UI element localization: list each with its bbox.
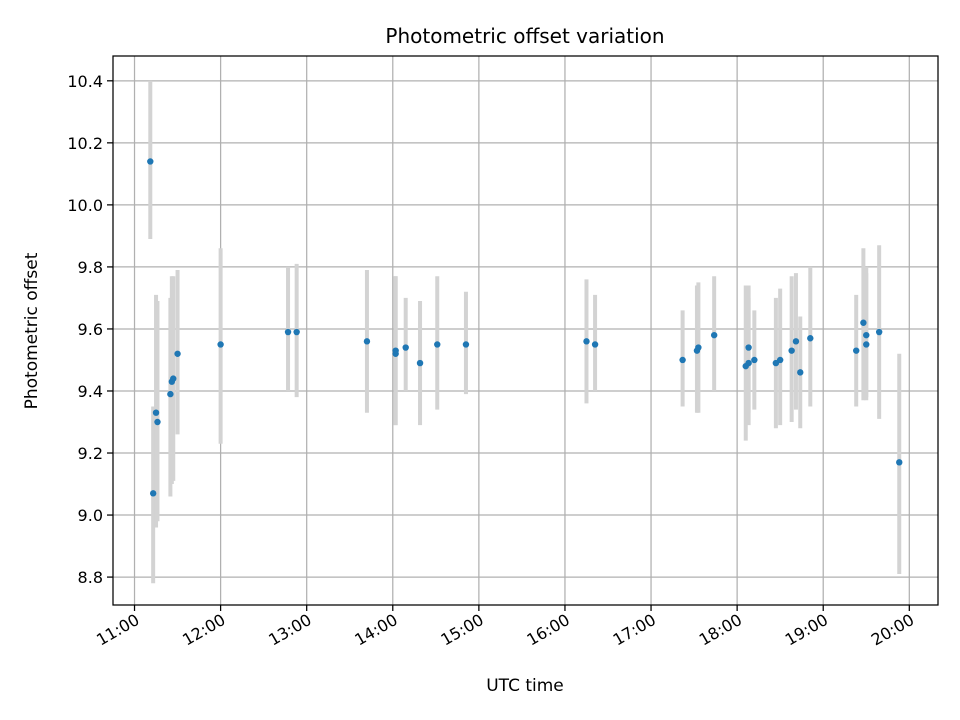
data-point xyxy=(363,338,371,345)
y-tick-label: 10.4 xyxy=(67,72,103,91)
data-point xyxy=(679,356,686,364)
data-point xyxy=(860,319,867,326)
data-point xyxy=(745,344,752,351)
y-tick-label: 9.0 xyxy=(78,506,103,525)
data-point xyxy=(792,338,800,345)
data-point xyxy=(416,359,424,367)
data-point xyxy=(807,335,814,342)
x-axis-title: UTC time xyxy=(486,676,564,696)
data-point xyxy=(152,409,160,416)
data-point xyxy=(710,331,718,339)
data-point xyxy=(745,359,752,367)
data-point xyxy=(149,490,157,497)
y-tick-label: 9.6 xyxy=(78,320,103,339)
data-point xyxy=(434,341,441,348)
data-point xyxy=(462,341,470,348)
y-axis-title: Photometric offset xyxy=(22,252,42,409)
y-axis: 8.8 9.0 9.2 9.4 9.6 9.8 10.0 10.2 10.4 xyxy=(67,72,113,587)
y-tick-label: 10.0 xyxy=(67,196,103,215)
data-point xyxy=(392,347,399,354)
data-point xyxy=(174,350,181,357)
data-point xyxy=(217,341,224,348)
data-point xyxy=(797,369,804,376)
data-point xyxy=(293,328,300,336)
chart-title: Photometric offset variation xyxy=(385,24,664,48)
data-point xyxy=(776,356,784,364)
data-point xyxy=(863,331,870,339)
data-point xyxy=(147,158,154,165)
data-point xyxy=(402,344,409,351)
y-tick-label: 10.2 xyxy=(67,134,103,153)
data-point xyxy=(167,390,174,398)
data-point xyxy=(695,344,702,351)
y-tick-label: 8.8 xyxy=(78,568,103,587)
data-point xyxy=(863,341,870,348)
data-point xyxy=(591,341,599,348)
data-point xyxy=(896,459,903,466)
data-point xyxy=(751,356,758,364)
data-point xyxy=(875,328,883,336)
y-tick-label: 9.8 xyxy=(78,258,103,277)
y-tick-label: 9.2 xyxy=(78,444,103,463)
y-tick-label: 9.4 xyxy=(78,382,103,401)
data-point xyxy=(284,328,292,336)
data-point xyxy=(853,347,860,354)
data-point xyxy=(170,375,177,382)
plot-area-frame xyxy=(112,55,939,606)
data-point xyxy=(788,347,795,354)
data-points xyxy=(147,158,903,497)
data-point xyxy=(583,338,590,345)
data-point xyxy=(154,418,161,426)
